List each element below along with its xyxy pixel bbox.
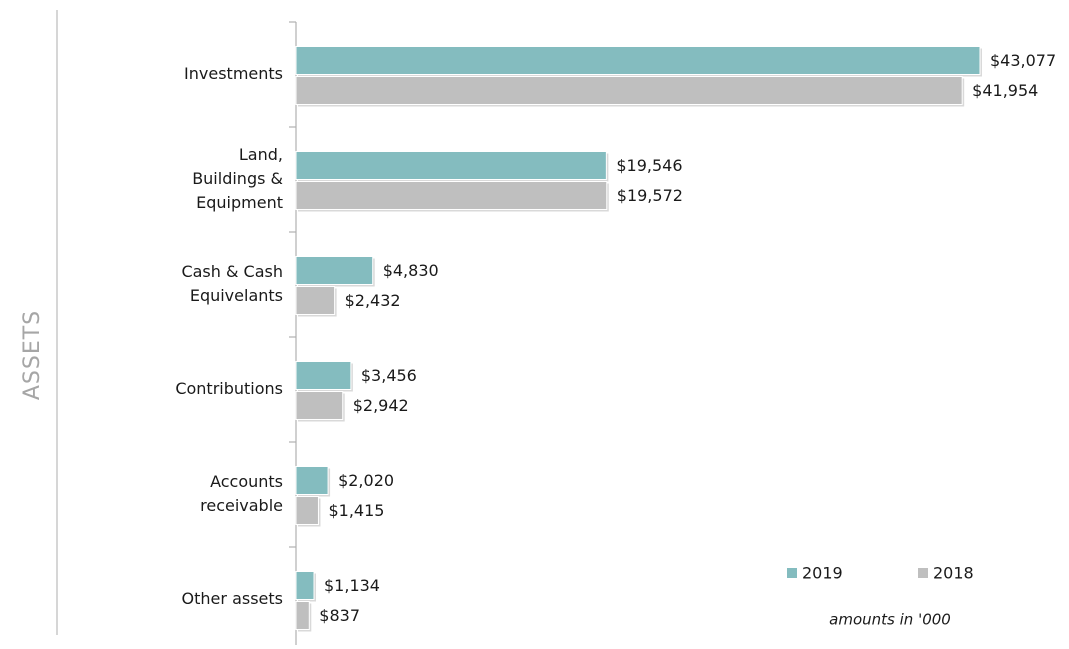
value-label: $43,077 bbox=[990, 51, 1056, 70]
bar bbox=[295, 391, 344, 420]
value-label: $4,830 bbox=[383, 261, 439, 280]
value-label: $41,954 bbox=[972, 81, 1038, 100]
y-axis-label: ASSETS bbox=[20, 310, 45, 400]
bar bbox=[295, 601, 310, 630]
value-label: $2,942 bbox=[353, 396, 409, 415]
value-label: $19,572 bbox=[617, 186, 683, 205]
bar bbox=[295, 571, 315, 600]
value-label: $837 bbox=[319, 606, 360, 625]
bar bbox=[295, 46, 981, 75]
bar bbox=[295, 496, 319, 525]
category-label: Land, bbox=[239, 145, 283, 164]
bar bbox=[295, 76, 963, 105]
category-label: Equivelants bbox=[190, 286, 283, 305]
category-label: Other assets bbox=[182, 589, 283, 608]
category-label: Contributions bbox=[175, 379, 283, 398]
value-label: $3,456 bbox=[361, 366, 417, 385]
bar bbox=[295, 256, 374, 285]
value-label: $2,432 bbox=[345, 291, 401, 310]
category-label: Cash & Cash bbox=[181, 262, 283, 281]
value-label: $2,020 bbox=[338, 471, 394, 490]
value-label: $19,546 bbox=[616, 156, 682, 175]
bar bbox=[295, 286, 336, 315]
annotation: amounts in '000 bbox=[829, 611, 951, 629]
bar bbox=[295, 361, 352, 390]
category-label: receivable bbox=[200, 496, 283, 515]
category-label: Accounts bbox=[210, 472, 283, 491]
value-label: $1,134 bbox=[324, 576, 380, 595]
value-label: $1,415 bbox=[328, 501, 384, 520]
bar bbox=[295, 181, 608, 210]
category-label: Buildings & bbox=[192, 169, 283, 188]
category-label: Equipment bbox=[196, 193, 283, 212]
legend-swatch bbox=[918, 568, 928, 578]
category-label: Investments bbox=[184, 64, 283, 83]
legend-label: 2019 bbox=[802, 564, 843, 583]
legend-swatch bbox=[787, 568, 797, 578]
bar bbox=[295, 466, 329, 495]
bar bbox=[295, 151, 607, 180]
legend-label: 2018 bbox=[933, 564, 974, 583]
